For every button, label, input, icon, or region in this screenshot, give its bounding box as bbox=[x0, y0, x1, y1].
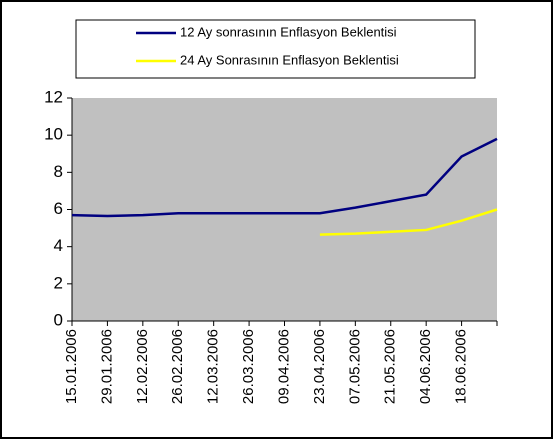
series-line bbox=[71, 137, 498, 218]
x-tick-label: 12.03.2006 bbox=[205, 329, 222, 404]
y-tick-label: 12 bbox=[44, 87, 63, 106]
x-tick-label: 23.04.2006 bbox=[311, 329, 328, 404]
plot-area bbox=[72, 98, 497, 321]
legend-label: 24 Ay Sonrasının Enflasyon Beklentisi bbox=[180, 52, 399, 67]
y-tick-label: 10 bbox=[44, 125, 63, 144]
x-tick-label: 12.02.2006 bbox=[134, 329, 151, 404]
series-line bbox=[319, 208, 498, 236]
x-tick-label: 15.01.2006 bbox=[63, 329, 80, 404]
x-tick-label: 18.06.2006 bbox=[453, 329, 470, 404]
y-tick-label: 8 bbox=[54, 162, 63, 181]
x-tick-label: 29.01.2006 bbox=[98, 329, 115, 404]
y-tick-label: 0 bbox=[54, 310, 63, 329]
x-tick-label: 07.05.2006 bbox=[346, 329, 363, 404]
y-tick-label: 6 bbox=[54, 199, 63, 218]
x-tick-label: 09.04.2006 bbox=[275, 329, 292, 404]
x-tick-label: 04.06.2006 bbox=[417, 329, 434, 404]
x-tick-label: 26.03.2006 bbox=[240, 329, 257, 404]
legend-box bbox=[75, 19, 476, 79]
y-tick-label: 4 bbox=[54, 236, 63, 255]
legend-label: 12 Ay sonrasının Enflasyon Beklentisi bbox=[180, 24, 397, 39]
y-tick-label: 2 bbox=[54, 273, 63, 292]
x-tick-label: 21.05.2006 bbox=[382, 329, 399, 404]
x-tick-label: 26.02.2006 bbox=[169, 329, 186, 404]
